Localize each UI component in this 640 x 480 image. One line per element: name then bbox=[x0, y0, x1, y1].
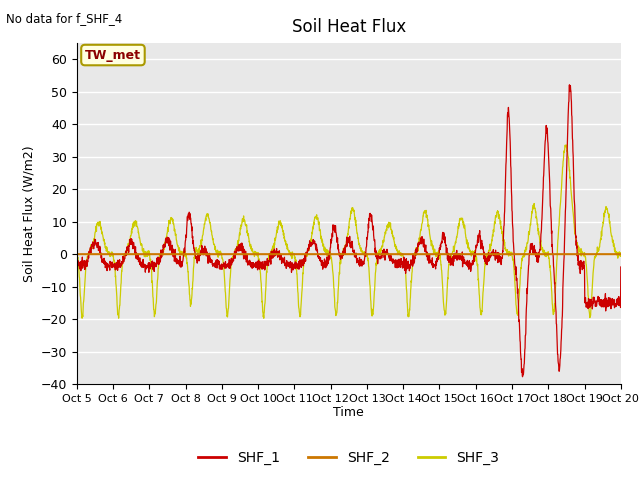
SHF_1 bbox=[365, 221, 372, 227]
SHF_1 bbox=[584, 301, 592, 307]
SHF_1 bbox=[73, 263, 81, 269]
SHF_2 bbox=[617, 252, 625, 257]
X-axis label: Time: Time bbox=[333, 407, 364, 420]
SHF_2 bbox=[507, 252, 515, 257]
Text: No data for f_SHF_4: No data for f_SHF_4 bbox=[6, 12, 123, 25]
SHF_3 bbox=[570, 210, 577, 216]
Title: Soil Heat Flux: Soil Heat Flux bbox=[292, 18, 406, 36]
SHF_1 bbox=[518, 374, 526, 380]
Legend: SHF_1, SHF_2, SHF_3: SHF_1, SHF_2, SHF_3 bbox=[193, 445, 505, 471]
Line: SHF_3: SHF_3 bbox=[77, 145, 621, 318]
SHF_2 bbox=[584, 252, 591, 257]
SHF_3 bbox=[73, 250, 81, 255]
SHF_3 bbox=[584, 293, 592, 299]
SHF_1 bbox=[225, 264, 232, 270]
SHF_2 bbox=[365, 252, 372, 257]
SHF_3 bbox=[507, 252, 515, 257]
SHF_2 bbox=[569, 252, 577, 257]
SHF_3 bbox=[225, 301, 232, 307]
Y-axis label: Soil Heat Flux (W/m2): Soil Heat Flux (W/m2) bbox=[22, 145, 35, 282]
SHF_3 bbox=[365, 264, 372, 269]
SHF_2 bbox=[225, 252, 232, 257]
SHF_1 bbox=[570, 153, 577, 159]
SHF_1 bbox=[507, 163, 515, 168]
SHF_1 bbox=[617, 264, 625, 270]
SHF_1 bbox=[376, 256, 384, 262]
SHF_3 bbox=[376, 246, 384, 252]
SHF_3 bbox=[617, 253, 625, 259]
Text: TW_met: TW_met bbox=[85, 48, 141, 61]
SHF_2 bbox=[73, 252, 81, 257]
SHF_1 bbox=[566, 82, 573, 88]
SHF_3 bbox=[563, 142, 570, 148]
SHF_2 bbox=[376, 252, 384, 257]
SHF_3 bbox=[78, 315, 86, 321]
Line: SHF_1: SHF_1 bbox=[77, 85, 621, 377]
